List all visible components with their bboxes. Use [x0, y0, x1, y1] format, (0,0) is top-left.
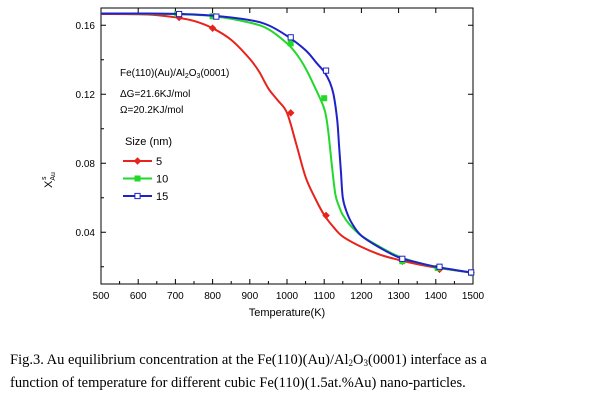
legend-entry-label: 15 — [156, 191, 168, 203]
caption-line-1-text-a: Fig.3. Au equilibrium concentration at t… — [10, 352, 349, 368]
series-marker — [321, 95, 328, 102]
series-line — [100, 13, 474, 274]
series-line — [100, 12, 474, 274]
x-tick-label: 1400 — [425, 291, 448, 302]
plot-area: 500 600 700 800 900 1000 1100 1200 1300 1400 1500 0… — [41, 7, 485, 319]
annotation-omega: Ω=20.2KJ/mol — [120, 105, 183, 116]
x-tick-label: 700 — [167, 291, 184, 302]
caption-line-1-text-b: O — [353, 352, 364, 368]
y-axis-title-superscript: s — [41, 176, 48, 180]
series-marker — [322, 211, 330, 220]
x-tick-label: 1200 — [350, 291, 373, 302]
x-tick-label: 1300 — [387, 291, 410, 302]
x-tick-label: 1000 — [276, 291, 299, 302]
y-tick-label: 0.08 — [76, 159, 96, 170]
series-marker — [436, 263, 443, 270]
x-tick-label: 900 — [241, 291, 258, 302]
annotation-system: Fe(110)(Au)/Al2O3(0001) — [120, 68, 229, 80]
y-tick-label: 0.16 — [76, 21, 96, 32]
legend-entry-label: 10 — [156, 174, 168, 186]
series-15 — [100, 10, 475, 276]
annotation-part: (0001) — [200, 68, 229, 79]
series-marker — [133, 157, 142, 165]
series-marker — [468, 269, 475, 276]
annotation-part: 3 — [197, 73, 201, 80]
chart-figure: 500 600 700 800 900 1000 1100 1200 1300 1400 1500 0… — [41, 7, 485, 319]
legend-entry-label: 5 — [156, 156, 162, 168]
series-marker — [322, 67, 330, 74]
legend-title: Size (nm) — [125, 136, 172, 148]
x-tick-label: 500 — [93, 291, 110, 302]
caption-line-1-sub-b: 3 — [363, 358, 369, 368]
y-axis-title-symbol: X — [43, 180, 55, 188]
series-marker — [399, 255, 406, 262]
caption-line-1: Fig.3. Au equilibrium concentration at t… — [10, 350, 605, 373]
figure-caption: Fig.3. Au equilibrium concentration at t… — [10, 350, 605, 393]
x-tick-label: 1100 — [313, 291, 335, 302]
series-marker — [286, 109, 295, 117]
series-marker — [213, 13, 220, 20]
annotation-part: 2 — [185, 73, 189, 80]
x-axis-title: Temperature(K) — [249, 307, 325, 319]
series-marker — [287, 40, 294, 47]
series-marker — [134, 175, 141, 182]
y-tick-label: 0.04 — [76, 228, 96, 239]
x-tick-label: 800 — [204, 291, 221, 302]
series-marker — [134, 192, 141, 200]
x-tick-label: 600 — [130, 291, 147, 302]
x-tick-label: 1500 — [462, 291, 485, 302]
y-axis-title: XAus — [41, 172, 57, 188]
y-axis-title-subscript: Au — [50, 172, 57, 181]
caption-line-1-sub-a: 2 — [348, 358, 354, 368]
series-marker — [287, 34, 294, 41]
annotation-part: O — [189, 68, 197, 79]
series-marker — [176, 10, 183, 18]
annotation-part: Fe(110)(Au)/Al — [120, 68, 185, 79]
caption-line-2: function of temperature for different cu… — [10, 375, 466, 391]
caption-line-1-text-c: (0001) interface as a — [368, 352, 487, 368]
annotation-deltaG: ΔG=21.6KJ/mol — [120, 89, 190, 100]
series-marker — [208, 24, 217, 32]
y-tick-label: 0.12 — [76, 90, 96, 101]
legend: Size (nm) 5 10 15 — [123, 136, 172, 203]
